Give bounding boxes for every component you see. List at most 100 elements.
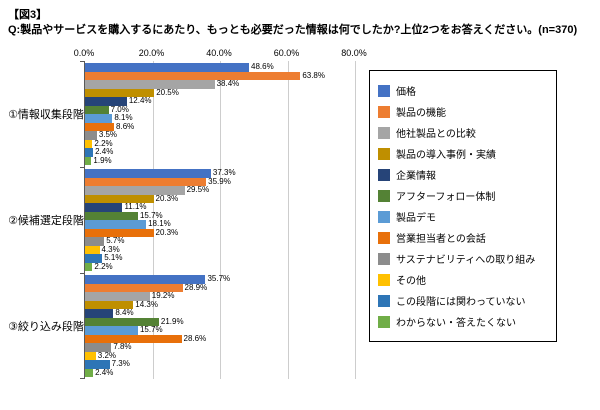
category-label: ②候補選定段階 <box>8 215 84 227</box>
bar <box>85 203 123 212</box>
bar <box>85 186 185 195</box>
axis-tick <box>80 61 85 62</box>
bar <box>85 343 112 352</box>
bar-row: 29.5% <box>85 186 355 195</box>
bar-value-label: 2.4% <box>95 147 114 157</box>
bar <box>85 237 105 246</box>
bar <box>85 254 103 263</box>
bar-row: 21.9% <box>85 317 355 326</box>
bar-row: 20.3% <box>85 194 355 203</box>
bar-row: 1.9% <box>85 155 355 165</box>
bar <box>85 97 127 106</box>
legend-swatch <box>378 168 390 181</box>
bar-row: 5.1% <box>85 254 355 263</box>
legend-item: 製品の導入事例・実績 <box>378 143 548 164</box>
gridline <box>287 61 289 379</box>
legend: 価格 製品の機能 他社製品との比較 製品の導入事例・実績 企業情報 アフターフォロー体制製… <box>369 70 557 342</box>
bar-row: 28.9% <box>85 282 355 292</box>
bar-row: 15.7% <box>85 326 355 335</box>
bar-value-label: 15.7% <box>139 325 163 335</box>
bar-row: 28.6% <box>85 333 355 343</box>
legend-swatch <box>378 315 390 328</box>
legend-swatch <box>378 210 390 223</box>
legend-swatch <box>378 294 390 307</box>
gridline <box>152 61 154 379</box>
x-axis-labels: 0.0% 20.0% 40.0% 60.0% 80.0% <box>74 48 367 61</box>
bar-value-label: 28.9% <box>184 282 208 292</box>
chart: 0.0% 20.0% 40.0% 60.0% 80.0% ①情報収集段階 ②候補選定段階 ③… <box>8 48 594 379</box>
bar <box>85 309 114 318</box>
legend-swatch <box>378 273 390 286</box>
bar-row: 7.0% <box>85 105 355 114</box>
question-text: Q:製品やサービスを購入するにあたり、もっとも必要だった情報は何でしたか?上位2… <box>8 24 578 36</box>
bar-value-label: 1.9% <box>93 155 112 165</box>
axis-tick <box>80 273 85 274</box>
legend-label: 製品の機能 <box>396 108 446 119</box>
bar-row: 8.4% <box>85 309 355 318</box>
x-axis-tick-label: 0.0% <box>73 48 95 58</box>
chart-area: 0.0% 20.0% 40.0% 60.0% 80.0% ①情報収集段階 ②候補選定段階 ③… <box>8 48 367 379</box>
bar <box>85 351 96 360</box>
bar <box>85 245 100 254</box>
category-label: ①情報収集段階 <box>8 109 84 121</box>
legend-item: アフターフォロー体制 <box>378 185 548 206</box>
bar <box>85 262 93 271</box>
legend-item: 営業担当者との会話 <box>378 227 548 248</box>
bar-value-label: 19.2% <box>151 291 175 301</box>
bar <box>85 139 93 148</box>
legend-item: 価格 <box>378 80 548 101</box>
legend-swatch <box>378 84 390 97</box>
bar-row: 37.3% <box>85 169 355 178</box>
bar <box>85 169 211 178</box>
bar <box>85 220 147 229</box>
bar <box>85 326 138 335</box>
bar-value-label: 2.4% <box>95 367 114 377</box>
bar <box>85 334 182 343</box>
x-axis-tick-label: 40.0% <box>206 48 232 58</box>
bar-value-label: 28.6% <box>183 333 207 343</box>
bar-row: 7.3% <box>85 360 355 369</box>
bar-value-label: 20.3% <box>155 227 179 237</box>
legend-label: わからない・答えたくない <box>396 318 516 329</box>
bar-value-label: 3.5% <box>98 130 118 140</box>
legend-swatch <box>378 147 390 160</box>
bar-value-label: 2.2% <box>94 138 113 148</box>
legend-item: わからない・答えたくない <box>378 311 548 332</box>
legend-swatch <box>378 189 390 202</box>
bar-row: 8.6% <box>85 122 355 131</box>
legend-label: 企業情報 <box>396 171 436 182</box>
legend-label: その他 <box>396 276 426 287</box>
axis-tick <box>80 378 85 379</box>
bar-value-label: 48.6% <box>251 62 274 72</box>
bar-value-label: 18.1% <box>148 219 171 229</box>
bar-row: 3.5% <box>85 131 355 140</box>
bar <box>85 360 110 369</box>
bar-value-label: 12.4% <box>128 96 152 106</box>
bar-value-label: 5.1% <box>104 253 123 263</box>
bar-value-label: 8.4% <box>115 308 134 318</box>
bar-row: 12.4% <box>85 97 355 106</box>
bar-row: 2.2% <box>85 262 355 271</box>
bar-value-label: 63.8% <box>302 70 325 80</box>
legend-swatch <box>378 126 390 139</box>
bar-row: 18.1% <box>85 220 355 229</box>
chart-body: ①情報収集段階 ②候補選定段階 ③絞り込み段階 48.6% 63.8% 38.4% 20.… <box>8 61 356 379</box>
legend-label: 製品デモ <box>396 213 436 224</box>
bar <box>85 177 207 186</box>
legend-swatch <box>378 105 390 118</box>
bar-value-label: 15.7% <box>139 210 163 220</box>
bar-value-label: 11.1% <box>124 202 147 212</box>
bar-row: 20.5% <box>85 88 355 97</box>
bar-row: 5.7% <box>85 237 355 246</box>
axis-tick <box>80 167 85 168</box>
legend-item: 製品デモ <box>378 206 548 227</box>
gridline <box>220 61 221 379</box>
legend-item: サステナビリティへの取り組み <box>378 248 548 269</box>
legend-label: この段階には関わっていない <box>396 297 526 308</box>
legend-item: 製品の機能 <box>378 101 548 122</box>
legend-item: この段階には関わっていない <box>378 290 548 311</box>
bar <box>85 71 301 80</box>
bar-value-label: 7.3% <box>111 359 130 369</box>
bar <box>85 122 115 131</box>
bar <box>85 317 159 326</box>
